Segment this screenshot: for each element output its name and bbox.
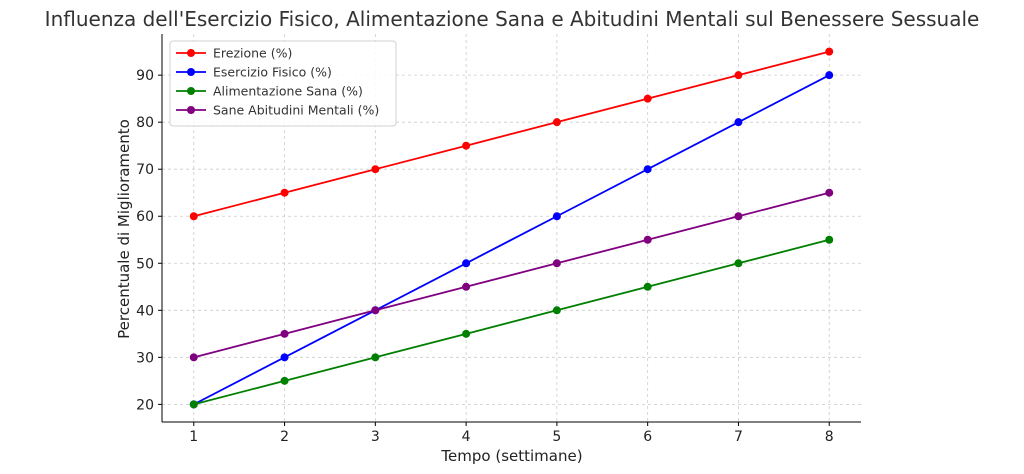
y-tick-label: 90 xyxy=(136,68,154,84)
data-point xyxy=(371,353,380,362)
data-point xyxy=(552,118,561,127)
legend-marker xyxy=(187,49,195,57)
x-tick-label: 2 xyxy=(280,429,289,445)
data-point xyxy=(552,259,561,268)
tick-labels: 1 2 3 4 5 6 7 8 20 30 40 50 60 70 80 90 xyxy=(136,68,834,445)
x-tick-label: 7 xyxy=(734,429,743,445)
x-tick-label: 8 xyxy=(825,429,834,445)
legend-label: Sane Abitudini Mentali (%) xyxy=(213,103,379,118)
data-point xyxy=(280,353,289,362)
data-point xyxy=(280,376,289,385)
legend-marker xyxy=(187,68,195,76)
data-point xyxy=(462,259,471,268)
series-3 xyxy=(189,188,834,362)
data-point xyxy=(462,282,471,291)
y-axis-label: Percentuale di Miglioramento xyxy=(115,119,133,339)
data-point xyxy=(825,47,834,56)
x-axis-label: Tempo (settimane) xyxy=(440,447,582,465)
data-point xyxy=(825,235,834,244)
data-point xyxy=(552,212,561,221)
series-2 xyxy=(189,235,834,409)
x-tick-label: 3 xyxy=(371,429,380,445)
data-point xyxy=(734,118,743,127)
axes-layer xyxy=(158,34,861,426)
series-line xyxy=(193,191,830,359)
y-tick-label: 40 xyxy=(136,303,154,319)
data-point xyxy=(643,235,652,244)
legend-label: Erezione (%) xyxy=(213,46,292,61)
series-line xyxy=(193,74,830,406)
chart-title: Influenza dell'Esercizio Fisico, Aliment… xyxy=(45,7,980,31)
legend-item: Alimentazione Sana (%) xyxy=(176,84,363,99)
data-point xyxy=(643,94,652,103)
data-point xyxy=(643,282,652,291)
data-point xyxy=(280,188,289,197)
series-0 xyxy=(189,47,834,221)
data-point xyxy=(734,259,743,268)
y-tick-label: 50 xyxy=(136,256,154,272)
data-point xyxy=(643,165,652,174)
data-point xyxy=(280,329,289,338)
x-tick-label: 1 xyxy=(189,429,198,445)
y-tick-label: 60 xyxy=(136,209,154,225)
x-tick-label: 4 xyxy=(462,429,471,445)
data-point xyxy=(462,141,471,150)
legend-item: Sane Abitudini Mentali (%) xyxy=(176,103,379,118)
series-layer xyxy=(189,47,834,409)
legend-marker xyxy=(187,87,195,95)
legend-label: Alimentazione Sana (%) xyxy=(213,84,363,99)
series-line xyxy=(193,238,830,406)
data-point xyxy=(552,306,561,315)
y-tick-label: 80 xyxy=(136,115,154,131)
data-point xyxy=(734,71,743,80)
legend-item: Esercizio Fisico (%) xyxy=(176,65,332,80)
data-point xyxy=(825,71,834,80)
legend-item: Erezione (%) xyxy=(176,46,292,61)
data-point xyxy=(189,353,198,362)
data-point xyxy=(189,400,198,409)
data-point xyxy=(189,212,198,221)
x-tick-label: 5 xyxy=(552,429,561,445)
data-point xyxy=(462,329,471,338)
x-tick-label: 6 xyxy=(643,429,652,445)
legend-label: Esercizio Fisico (%) xyxy=(213,65,332,80)
data-point xyxy=(371,165,380,174)
legend-marker xyxy=(187,106,195,114)
y-tick-label: 70 xyxy=(136,162,154,178)
legend-box xyxy=(169,40,397,127)
data-point xyxy=(734,212,743,221)
series-line xyxy=(193,50,830,218)
legend: Erezione (%) Esercizio Fisico (%) Alimenta… xyxy=(169,40,397,127)
y-tick-label: 30 xyxy=(136,350,154,366)
y-tick-label: 20 xyxy=(136,397,154,413)
data-point xyxy=(371,306,380,315)
data-point xyxy=(825,188,834,197)
